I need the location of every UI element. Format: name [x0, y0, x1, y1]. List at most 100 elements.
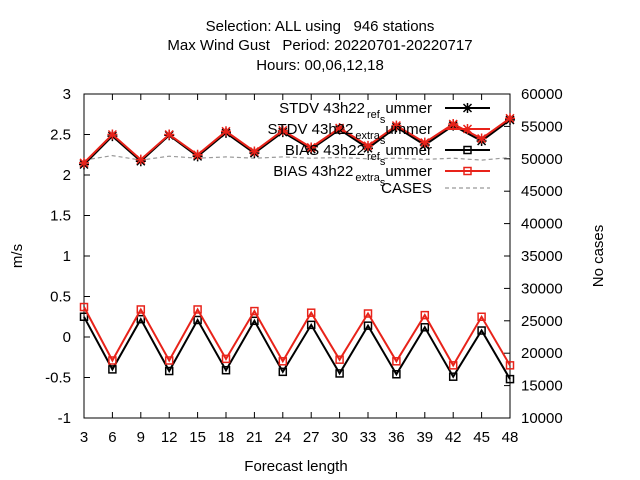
series-line [83, 117, 511, 164]
data-point [505, 361, 515, 370]
y2-axis-label: No cases [590, 225, 607, 288]
chart-title-line-3: Hours: 00,06,12,18 [256, 57, 384, 74]
legend-entry-1: STDV 43h22 extrasummer [267, 121, 490, 147]
chart-title-line-1: Selection: ALL using 946 stations [205, 18, 435, 35]
y2-tick-label: 35000 [521, 248, 563, 265]
data-point [306, 320, 316, 330]
data-point [277, 125, 288, 136]
x-tick-label: 21 [246, 429, 263, 446]
legend-entry-2: BIAS 43h22 refsummer [285, 142, 490, 168]
data-point [448, 361, 458, 370]
x-tick-label: 42 [445, 429, 462, 446]
data-point [136, 314, 146, 324]
x-tick-label: 18 [218, 429, 235, 446]
data-point [505, 374, 515, 384]
data-point [221, 354, 231, 364]
series-4 [83, 154, 511, 161]
series-2 [79, 312, 515, 384]
data-point [193, 315, 202, 325]
x-axis-label: Forecast length [244, 458, 347, 475]
y-tick-label: -0.5 [45, 370, 71, 387]
data-point [306, 308, 316, 317]
data-point [193, 305, 202, 314]
x-tick-label: 45 [473, 429, 490, 446]
x-tick-label: 36 [388, 429, 405, 446]
data-point [249, 146, 260, 157]
y-tick-label: 1.5 [50, 208, 71, 225]
y-tick-label: 0.5 [50, 289, 71, 306]
data-point [221, 126, 231, 137]
y2-tick-label: 50000 [521, 151, 563, 168]
data-point [363, 321, 373, 330]
legend-marker [462, 103, 473, 113]
data-point [136, 305, 146, 314]
data-point [278, 357, 288, 366]
y-tick-label: 0 [63, 329, 71, 346]
legend-label: BIAS 43h22 refsummer [285, 142, 432, 168]
data-point [250, 316, 259, 326]
data-point [164, 129, 175, 140]
data-point [79, 312, 89, 321]
y2-tick-label: 45000 [521, 183, 563, 200]
data-point [448, 372, 458, 381]
x-tick-label: 33 [360, 429, 377, 446]
x-tick-label: 48 [502, 429, 519, 446]
y-axis-label: m/s [9, 244, 26, 268]
y2-tick-label: 30000 [521, 280, 563, 297]
x-tick-label: 9 [137, 429, 145, 446]
data-point [135, 154, 146, 165]
data-point [164, 356, 174, 365]
x-tick-label: 12 [161, 429, 178, 446]
legend-entry-0: STDV 43h22 refsummer [279, 100, 490, 126]
data-point [192, 149, 203, 160]
data-point [221, 365, 231, 375]
legend-entry-3: BIAS 43h22 extrasummer [273, 163, 490, 189]
data-point [391, 120, 402, 131]
legend-label: BIAS 43h22 extrasummer [273, 163, 432, 189]
legend-marker [463, 166, 472, 176]
series-line [83, 316, 511, 380]
x-tick-label: 24 [274, 429, 291, 446]
legend-label: STDV 43h22 refsummer [279, 100, 432, 126]
series-line [83, 306, 511, 368]
x-tick-label: 6 [108, 429, 116, 446]
x-tick-label: 15 [189, 429, 206, 446]
data-point [250, 306, 259, 316]
series-3 [79, 302, 515, 370]
data-point [477, 312, 486, 321]
legend-entry-4: CASES [381, 180, 490, 197]
data-point [108, 365, 117, 374]
data-point [420, 323, 430, 332]
y-tick-label: -1 [58, 410, 71, 427]
chart-title-line-2: Max Wind Gust Period: 20220701-20220717 [167, 37, 473, 54]
data-point [448, 118, 459, 129]
y-tick-label: 2 [63, 167, 71, 184]
y2-tick-label: 15000 [521, 378, 563, 395]
y2-tick-label: 10000 [521, 410, 563, 427]
data-point [79, 302, 89, 312]
data-point [420, 310, 430, 320]
legend-label: CASES [381, 180, 432, 197]
x-tick-label: 27 [303, 429, 320, 446]
series-1 [79, 113, 515, 168]
legend-marker [463, 145, 472, 155]
y2-tick-label: 20000 [521, 345, 563, 362]
data-point [419, 137, 430, 148]
data-point [334, 123, 345, 134]
y2-tick-label: 55000 [521, 118, 563, 135]
x-tick-label: 30 [331, 429, 348, 446]
data-point [79, 157, 89, 168]
y-tick-label: 2.5 [50, 127, 71, 144]
data-point [505, 113, 515, 124]
y2-tick-label: 60000 [521, 86, 563, 103]
data-point [476, 133, 487, 144]
data-point [392, 357, 401, 366]
x-tick-label: 39 [416, 429, 433, 446]
data-point [335, 369, 344, 378]
data-point [477, 326, 486, 335]
y-tick-label: 3 [63, 86, 71, 103]
x-tick-label: 3 [80, 429, 88, 446]
y2-tick-label: 40000 [521, 216, 563, 233]
data-point [306, 142, 317, 153]
